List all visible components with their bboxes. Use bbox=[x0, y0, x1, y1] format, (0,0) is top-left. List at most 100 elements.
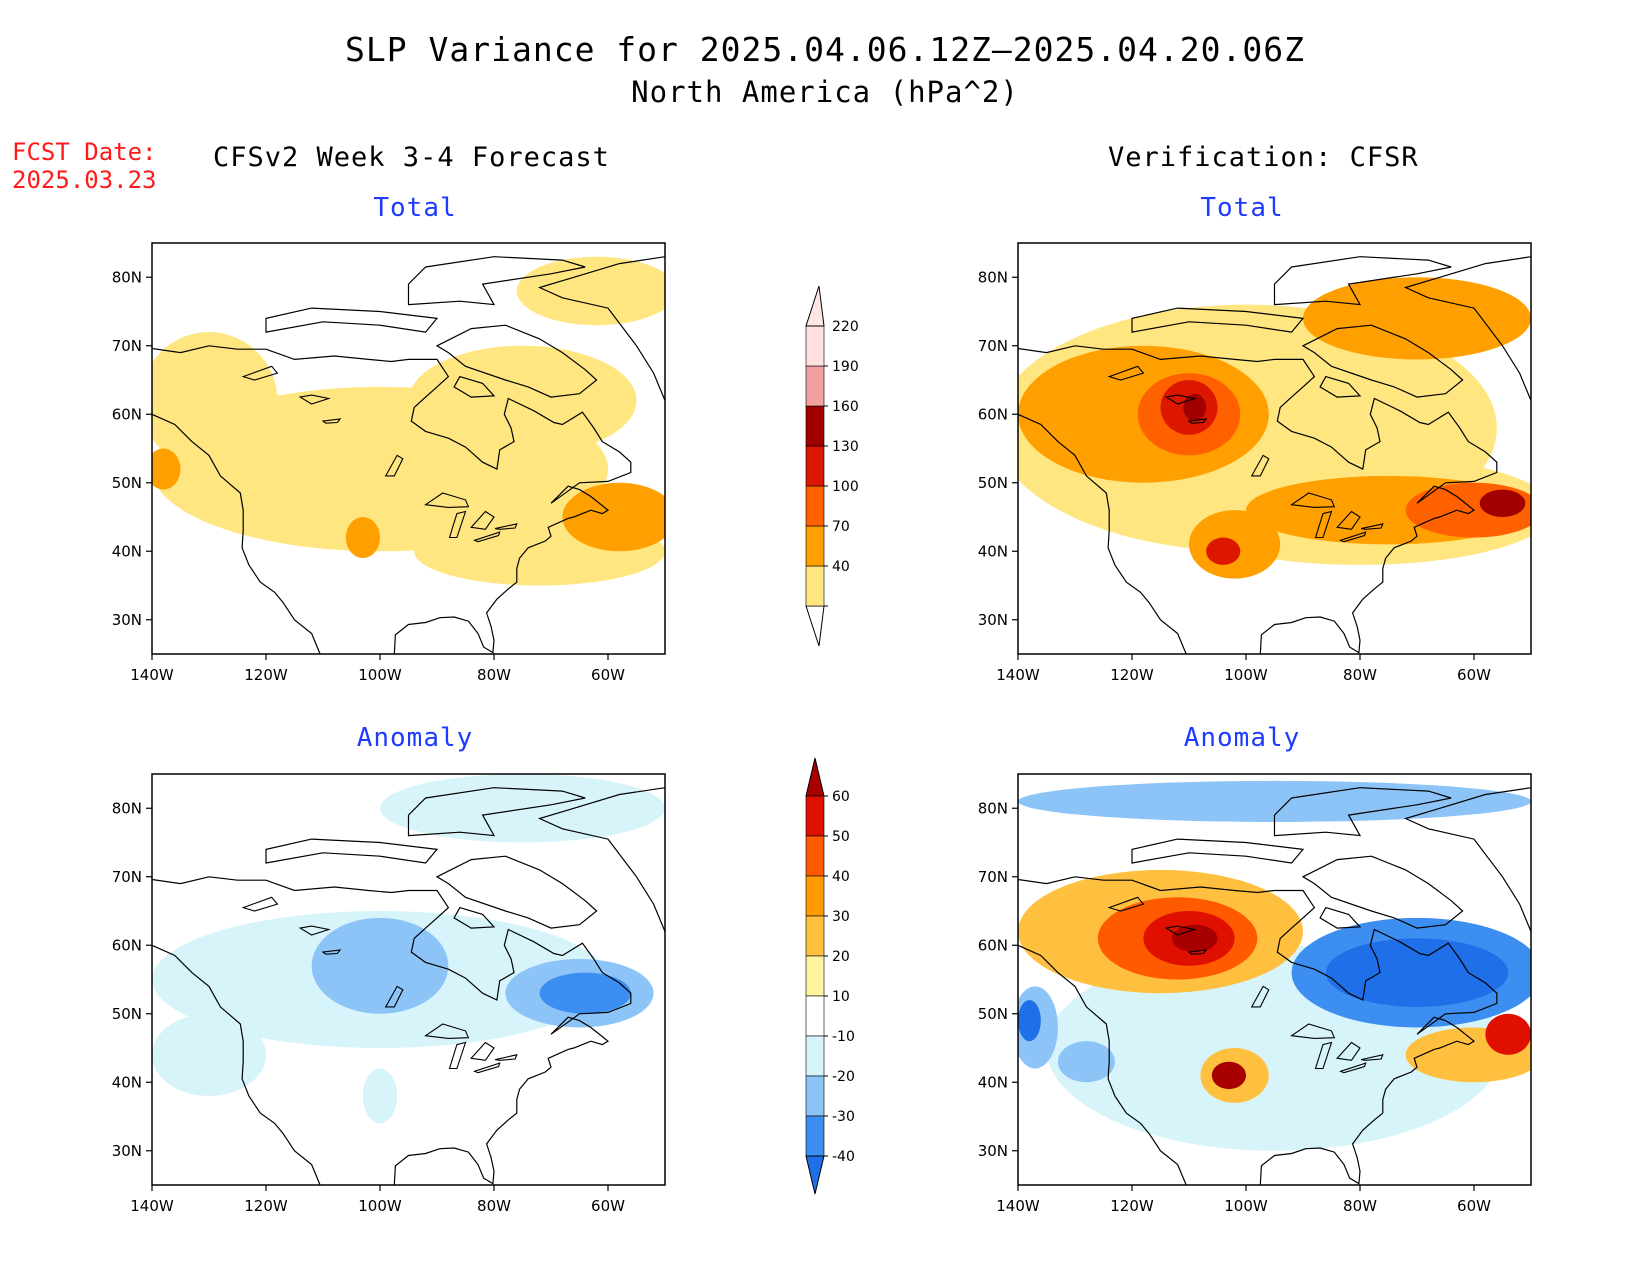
lon-tick-label: 80W bbox=[1343, 1197, 1377, 1215]
colorbar-total-segment bbox=[805, 485, 825, 527]
lake-outline bbox=[1187, 949, 1208, 955]
contour-level-5 bbox=[1171, 924, 1218, 953]
colorbar-anomaly-head bbox=[805, 757, 825, 797]
lake-outline bbox=[1250, 985, 1270, 1008]
colorbar-anomaly-label: 50 bbox=[832, 829, 850, 845]
island-outline bbox=[265, 838, 439, 864]
colorbar-anomaly-tail bbox=[805, 1155, 825, 1195]
contour-level-4 bbox=[1485, 1013, 1531, 1055]
lake-outline bbox=[384, 454, 404, 477]
colorbar-anomaly-label: -20 bbox=[832, 1069, 855, 1085]
lon-tick-label: 80W bbox=[477, 666, 511, 684]
lake-outline bbox=[1187, 418, 1208, 424]
map-frame bbox=[151, 773, 666, 1186]
lat-tick-label: 50N bbox=[112, 1005, 142, 1023]
island-outline bbox=[1131, 307, 1305, 333]
contour-level-1 bbox=[408, 345, 637, 456]
island-outline bbox=[453, 906, 496, 929]
colorbar-anomaly-segment bbox=[805, 1075, 825, 1117]
colorbar-anomaly-segment bbox=[805, 915, 825, 957]
lon-tick-label: 80W bbox=[477, 1197, 511, 1215]
colorbar-anomaly-segment bbox=[805, 835, 825, 877]
colorbar-anomaly-segment bbox=[805, 795, 825, 837]
contour-level--1 bbox=[362, 1068, 398, 1124]
contour-level--2 bbox=[311, 917, 449, 1014]
map-frame bbox=[1017, 773, 1532, 1186]
lake-outline bbox=[1336, 510, 1361, 530]
colorbar-anomaly-segment bbox=[805, 1035, 825, 1077]
island-outline bbox=[1301, 324, 1464, 398]
lon-tick-label: 60W bbox=[591, 666, 625, 684]
colorbar-total-head bbox=[805, 285, 825, 327]
colorbar-anomaly-label: 60 bbox=[832, 789, 850, 805]
lon-tick-label: 100W bbox=[1224, 1197, 1268, 1215]
coastline-east bbox=[1018, 876, 1498, 1185]
figure-subtitle: North America (hPa^2) bbox=[631, 75, 1019, 109]
lat-tick-label: 70N bbox=[978, 337, 1008, 355]
panel-title-forecast-total: Total bbox=[373, 193, 457, 223]
colorbar-anomaly-label: -30 bbox=[832, 1109, 855, 1125]
contour-level-2 bbox=[152, 448, 181, 490]
colorbar-anomaly: 60 50 40 30 20 10 -10 -20 -30 -40 bbox=[805, 757, 855, 1195]
lat-tick-label: 70N bbox=[112, 337, 142, 355]
colorbar-total-label: 100 bbox=[832, 479, 859, 495]
lon-tick-label: 120W bbox=[244, 1197, 288, 1215]
island-outline bbox=[407, 256, 586, 306]
lat-tick-label: 50N bbox=[978, 1005, 1008, 1023]
lat-tick-label: 60N bbox=[978, 936, 1008, 954]
colorbar-anomaly-segment bbox=[805, 955, 825, 997]
lat-tick-label: 50N bbox=[112, 474, 142, 492]
lon-tick-label: 80W bbox=[1343, 666, 1377, 684]
lon-tick-label: 140W bbox=[130, 666, 174, 684]
lat-tick-label: 60N bbox=[978, 405, 1008, 423]
lake-outline bbox=[424, 492, 470, 508]
lon-tick-label: 120W bbox=[1110, 1197, 1154, 1215]
field-verification-total bbox=[1018, 243, 1531, 654]
colorbar-total-label: 220 bbox=[832, 319, 859, 335]
lake-outline bbox=[1107, 365, 1145, 381]
lake-outline bbox=[470, 1041, 495, 1061]
lake-outline bbox=[1107, 896, 1145, 912]
contour-level-1 bbox=[152, 332, 278, 470]
lon-tick-label: 100W bbox=[358, 1197, 402, 1215]
lake-outline bbox=[1290, 492, 1336, 508]
map-forecast-total: 140W 120W 100W 80W 60W 80N 70N 60N 50N 40N 30N bbox=[112, 242, 666, 684]
lake-outline bbox=[1290, 1023, 1336, 1039]
left-column-title: CFSv2 Week 3-4 Forecast bbox=[213, 142, 610, 173]
lat-tick-label: 40N bbox=[978, 542, 1008, 560]
lon-tick-label: 140W bbox=[996, 666, 1040, 684]
lake-outline bbox=[298, 394, 331, 405]
colorbar-anomaly-label: 30 bbox=[832, 909, 850, 925]
colorbar-anomaly-label: 40 bbox=[832, 869, 850, 885]
contour-level-2 bbox=[1303, 277, 1531, 360]
lake-outline bbox=[1360, 523, 1384, 530]
colorbar-anomaly-label: -40 bbox=[832, 1149, 855, 1165]
lake-outline bbox=[1336, 1041, 1361, 1061]
lon-tick-label: 60W bbox=[1457, 666, 1491, 684]
lat-tick-label: 50N bbox=[978, 474, 1008, 492]
island-outline bbox=[407, 787, 586, 837]
lat-tick-label: 70N bbox=[112, 868, 142, 886]
lat-tick-label: 40N bbox=[112, 1073, 142, 1091]
contour-level-2 bbox=[345, 517, 380, 559]
contour-level--4 bbox=[1325, 938, 1509, 1007]
colorbar-total-segment bbox=[805, 365, 825, 407]
coastline-west bbox=[1018, 944, 1187, 1185]
island-outline bbox=[537, 787, 665, 933]
lat-tick-label: 70N bbox=[978, 868, 1008, 886]
lake-outline bbox=[241, 896, 279, 912]
coastline-east bbox=[1018, 345, 1498, 654]
lake-outline bbox=[321, 418, 342, 424]
coastline-west bbox=[152, 944, 321, 1185]
island-outline bbox=[1319, 906, 1362, 929]
lake-outline bbox=[1314, 510, 1333, 539]
lon-tick-label: 120W bbox=[244, 666, 288, 684]
panel-title-verification-total: Total bbox=[1200, 193, 1284, 223]
island-outline bbox=[1301, 855, 1464, 929]
colorbar-total-segment bbox=[805, 445, 825, 487]
lat-tick-label: 80N bbox=[112, 799, 142, 817]
lake-outline bbox=[241, 365, 279, 381]
field-verification-anomaly bbox=[1018, 774, 1531, 1185]
fcst-date: FCST Date: 2025.03.23 bbox=[12, 138, 157, 194]
